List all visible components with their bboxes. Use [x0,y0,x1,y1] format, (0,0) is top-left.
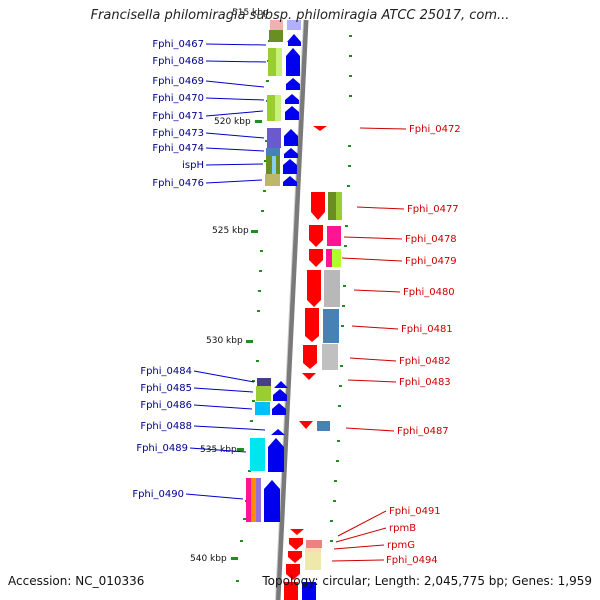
gene-label[interactable]: rpmG [387,540,415,551]
kbp-tick-mark [231,557,238,560]
gene-label[interactable]: Fphi_0484 [140,366,192,377]
gene-label[interactable]: Fphi_0473 [152,128,204,139]
gene-label[interactable]: Fphi_0467 [152,39,204,50]
forward-gene-cluster-top [265,20,301,186]
gene-label[interactable]: Fphi_0478 [405,234,457,245]
forward-gene-cluster-lower [246,378,288,522]
gene-label[interactable]: Fphi_0471 [152,111,204,122]
gene-label[interactable]: Fphi_0483 [399,377,451,388]
gene-label[interactable]: ispH [182,160,204,171]
reverse-callout-lines [331,127,407,562]
kbp-tick-mark [251,230,258,233]
accession-label: Accession: NC_010336 [8,574,145,588]
gene-label[interactable]: Fphi_0472 [409,124,461,135]
gene-label[interactable]: Fphi_0470 [152,93,204,104]
kbp-tick-mark [246,340,253,343]
kbp-tick-label: 525 kbp [212,226,249,236]
forward-callout-lines [185,43,267,500]
genome-backbone [275,19,309,600]
topology-label: Topology: circular; Length: 2,045,775 bp… [262,574,592,588]
reverse-gene-cluster-middle [299,126,342,431]
gene-label[interactable]: Fphi_0482 [399,356,451,367]
gene-label[interactable]: Fphi_0469 [152,76,204,87]
gene-label[interactable]: Fphi_0494 [386,555,438,566]
gene-label[interactable]: Fphi_0477 [407,204,459,215]
gene-label[interactable]: Fphi_0476 [152,178,204,189]
gene-label[interactable]: Fphi_0489 [136,443,188,454]
gene-label[interactable]: Fphi_0479 [405,256,457,267]
gene-label[interactable]: Fphi_0490 [132,489,184,500]
gene-label[interactable]: Fphi_0480 [403,287,455,298]
map-title: Francisella philomiragia subsp. philomir… [90,8,510,23]
kbp-tick-label: 540 kbp [190,554,227,564]
kbp-tick-label: 515 kbp [232,8,269,18]
gene-label[interactable]: Fphi_0485 [140,383,192,394]
gene-label[interactable]: Fphi_0468 [152,56,204,67]
gene-label[interactable]: rpmB [389,523,416,534]
reverse-gene-cluster-bottom [284,529,322,600]
kbp-tick-mark [255,120,262,123]
gene-label[interactable]: Fphi_0488 [140,421,192,432]
gene-label[interactable]: Fphi_0486 [140,400,192,411]
gene-label[interactable]: Fphi_0474 [152,143,204,154]
kbp-tick-label: 530 kbp [206,336,243,346]
kbp-tick-label: 520 kbp [214,117,251,127]
gene-label[interactable]: Fphi_0491 [389,506,441,517]
gene-label[interactable]: Fphi_0487 [397,426,449,437]
gene-label[interactable]: Fphi_0481 [401,324,453,335]
kbp-tick-mark [237,448,244,451]
minor-ticks-right [330,35,352,542]
